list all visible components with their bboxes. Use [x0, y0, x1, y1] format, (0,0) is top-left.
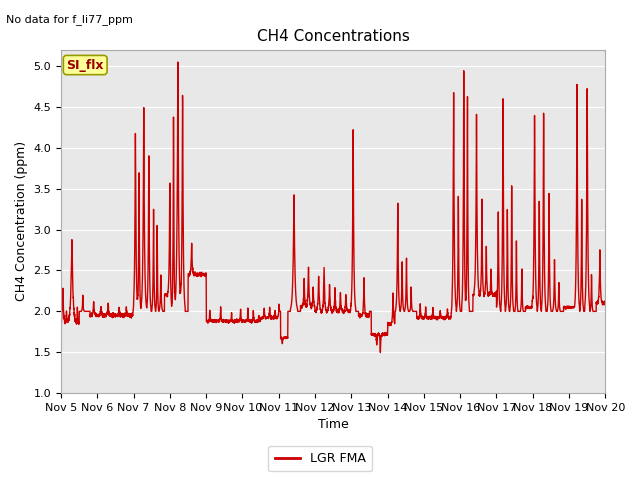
- Title: CH4 Concentrations: CH4 Concentrations: [257, 29, 410, 44]
- Legend: LGR FMA: LGR FMA: [268, 446, 372, 471]
- X-axis label: Time: Time: [318, 419, 349, 432]
- Y-axis label: CH4 Concentration (ppm): CH4 Concentration (ppm): [15, 142, 28, 301]
- Text: No data for f_li77_ppm: No data for f_li77_ppm: [6, 14, 133, 25]
- Text: SI_flx: SI_flx: [67, 59, 104, 72]
